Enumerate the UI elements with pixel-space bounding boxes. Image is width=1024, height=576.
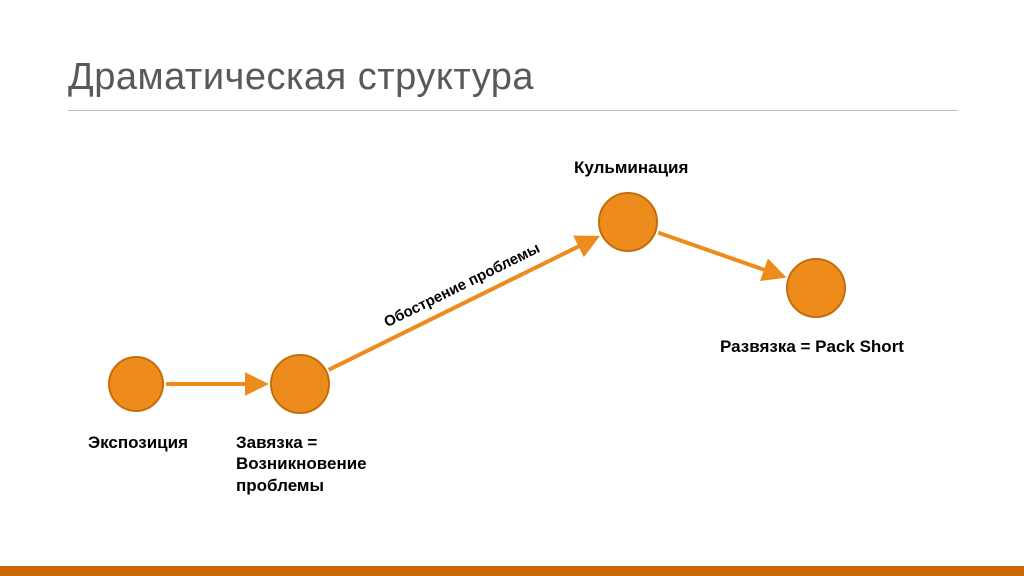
edges-layer: [0, 0, 1024, 576]
node-label-n4: Развязка = Pack Short: [720, 336, 904, 357]
node-label-n2: Завязка = Возникновение проблемы: [236, 432, 367, 496]
bottom-accent-bar: [0, 566, 1024, 576]
node-n4: [786, 258, 846, 318]
node-label-n1: Экспозиция: [88, 432, 188, 453]
dramatic-structure-diagram: Обострение проблемыЭкспозицияЗавязка = В…: [0, 0, 1024, 576]
edge: [329, 238, 596, 370]
node-label-n3: Кульминация: [574, 157, 688, 178]
node-n1: [108, 356, 164, 412]
edge: [658, 233, 782, 276]
node-n3: [598, 192, 658, 252]
node-n2: [270, 354, 330, 414]
